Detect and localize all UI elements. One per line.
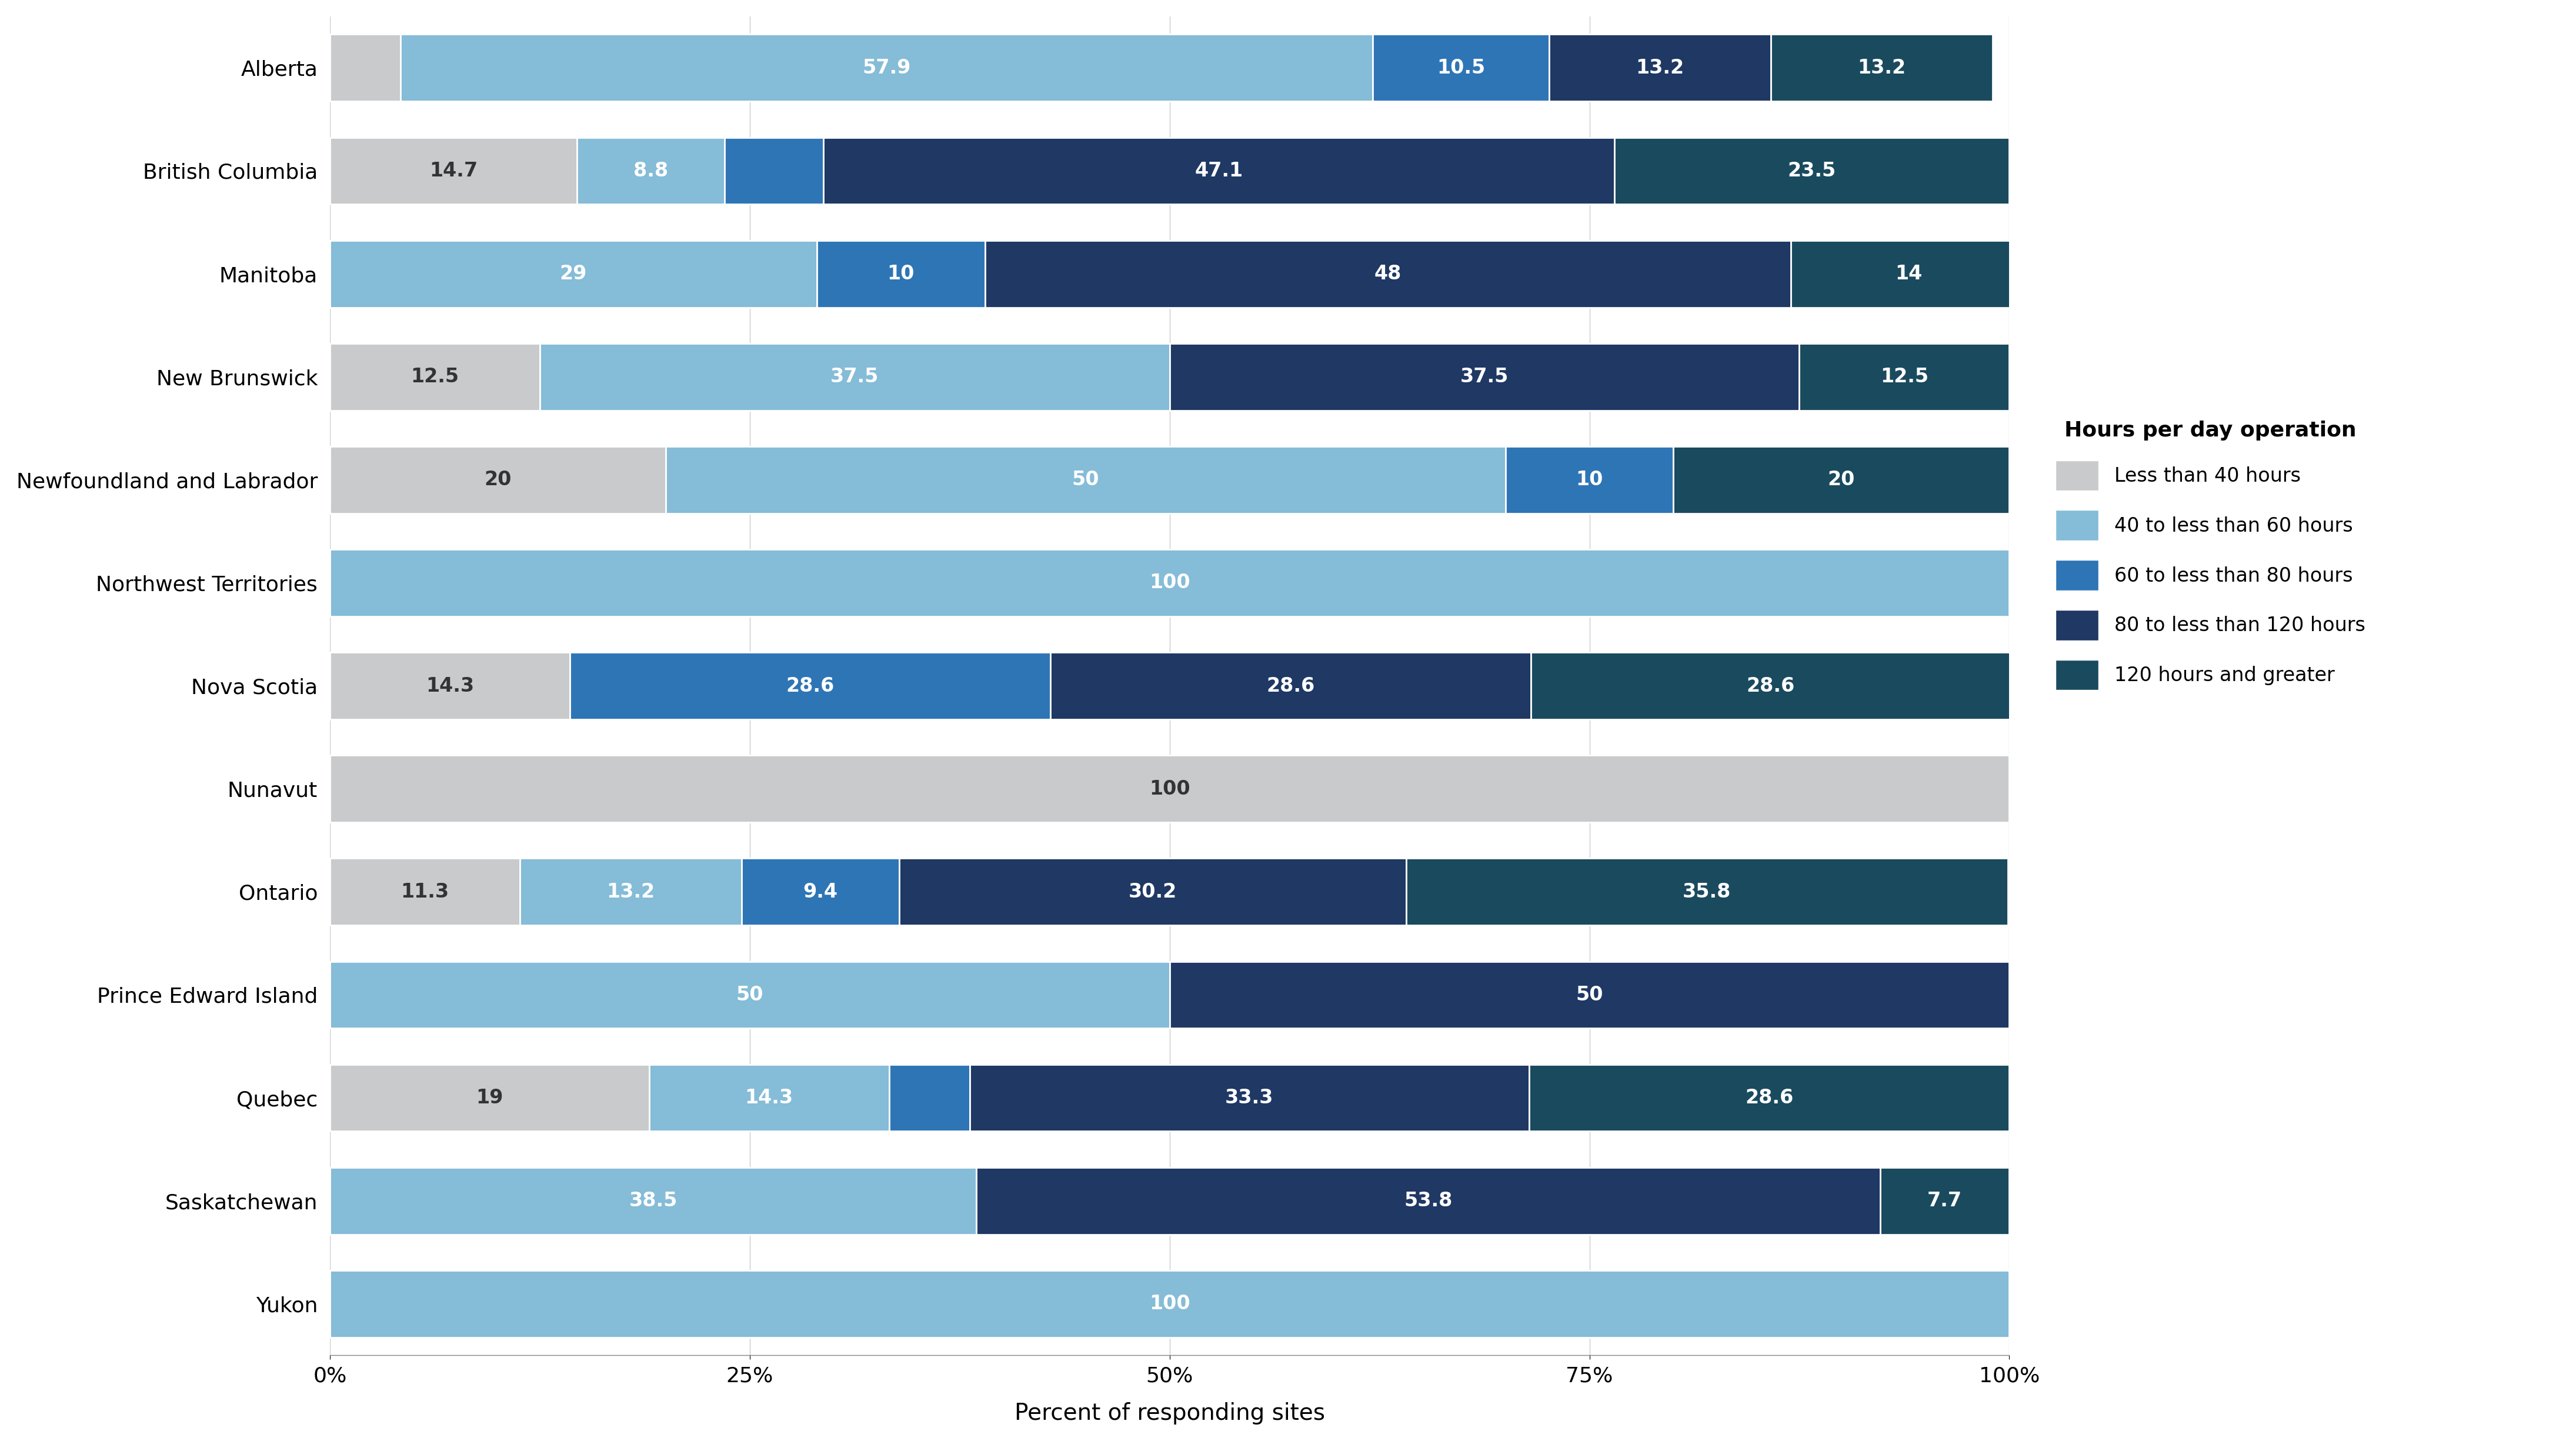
Bar [1770, 35, 1991, 101]
Bar [1548, 35, 1770, 101]
Text: 28.6: 28.6 [1744, 1088, 1793, 1108]
Bar [976, 1167, 1880, 1235]
Text: 7.7: 7.7 [1927, 1192, 1963, 1210]
Bar [1615, 137, 2009, 205]
Text: 37.5: 37.5 [1461, 367, 1510, 386]
Text: 100: 100 [1149, 574, 1190, 592]
Text: 14.3: 14.3 [425, 676, 474, 696]
Bar [541, 343, 1170, 411]
Text: 10: 10 [1577, 470, 1602, 490]
Text: 14: 14 [1896, 264, 1922, 284]
Text: 8.8: 8.8 [634, 161, 667, 180]
Bar [330, 961, 1170, 1029]
Bar [824, 137, 1615, 205]
Bar [569, 653, 1051, 719]
Bar [742, 859, 899, 925]
Text: 12.5: 12.5 [1880, 367, 1929, 386]
Text: 28.6: 28.6 [786, 676, 835, 696]
Bar [330, 343, 541, 411]
Text: 28.6: 28.6 [1267, 676, 1314, 696]
Bar [330, 35, 399, 101]
Text: 100: 100 [1149, 780, 1190, 798]
Bar [1801, 343, 2009, 411]
Bar [399, 35, 1373, 101]
Text: 9.4: 9.4 [804, 882, 837, 902]
Bar [969, 1065, 1530, 1131]
Bar [330, 859, 520, 925]
Bar [330, 447, 665, 513]
Bar [330, 241, 817, 307]
Text: 13.2: 13.2 [1857, 58, 1906, 78]
Bar [330, 549, 2009, 617]
Bar [1790, 241, 2027, 307]
Bar [330, 1271, 2009, 1337]
Bar [1373, 35, 1548, 101]
Text: 48: 48 [1373, 264, 1401, 284]
Bar [1406, 859, 2007, 925]
Bar [1530, 653, 2012, 719]
Text: 14.3: 14.3 [744, 1088, 793, 1108]
Text: 50: 50 [1072, 470, 1100, 490]
Legend: Less than 40 hours, 40 to less than 60 hours, 60 to less than 80 hours, 80 to le: Less than 40 hours, 40 to less than 60 h… [2035, 401, 2385, 710]
Text: 50: 50 [737, 986, 762, 1004]
Text: 28.6: 28.6 [1747, 676, 1795, 696]
Bar [1170, 343, 1801, 411]
Bar [665, 447, 1504, 513]
Text: 20: 20 [484, 470, 513, 490]
Text: 10.5: 10.5 [1437, 58, 1486, 78]
Bar [577, 137, 724, 205]
Text: 20: 20 [1829, 470, 1855, 490]
Bar [520, 859, 742, 925]
Text: 53.8: 53.8 [1404, 1192, 1453, 1210]
Bar [1674, 447, 2009, 513]
Text: 23.5: 23.5 [1788, 161, 1837, 180]
Text: 19: 19 [477, 1088, 502, 1108]
Bar [1530, 1065, 2009, 1131]
Text: 10: 10 [886, 264, 914, 284]
Text: 33.3: 33.3 [1226, 1088, 1273, 1108]
Bar [1880, 1167, 2009, 1235]
Text: 47.1: 47.1 [1195, 161, 1244, 180]
Text: 12.5: 12.5 [410, 367, 459, 386]
Bar [984, 241, 1790, 307]
Text: 38.5: 38.5 [629, 1192, 677, 1210]
Bar [1170, 961, 2009, 1029]
Bar [817, 241, 984, 307]
Bar [330, 755, 2009, 823]
X-axis label: Percent of responding sites: Percent of responding sites [1015, 1402, 1324, 1425]
Bar [1504, 447, 1674, 513]
Text: 14.7: 14.7 [430, 161, 477, 180]
Text: 30.2: 30.2 [1128, 882, 1177, 902]
Text: 13.2: 13.2 [1636, 58, 1685, 78]
Text: 50: 50 [1577, 986, 1602, 1004]
Bar [330, 1167, 976, 1235]
Text: 100: 100 [1149, 1294, 1190, 1314]
Text: 13.2: 13.2 [605, 882, 654, 902]
Text: 57.9: 57.9 [863, 58, 912, 78]
Bar [649, 1065, 889, 1131]
Text: 37.5: 37.5 [829, 367, 878, 386]
Text: 11.3: 11.3 [402, 882, 448, 902]
Bar [330, 137, 577, 205]
Bar [1051, 653, 1530, 719]
Bar [724, 137, 824, 205]
Bar [899, 859, 1406, 925]
Bar [330, 1065, 649, 1131]
Text: 35.8: 35.8 [1682, 882, 1731, 902]
Text: 29: 29 [559, 264, 587, 284]
Bar [889, 1065, 969, 1131]
Bar [330, 653, 569, 719]
